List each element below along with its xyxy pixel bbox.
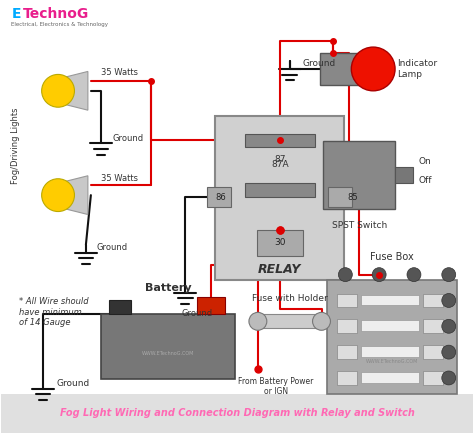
Bar [245,183,315,197]
Bar [423,319,443,333]
Bar [337,371,357,385]
Text: Fog Light Wiring and Connection Diagram with Relay and Switch: Fog Light Wiring and Connection Diagram … [60,408,414,418]
Text: SPST Switch: SPST Switch [332,221,387,230]
Polygon shape [52,72,88,110]
Text: Fuse with Holder: Fuse with Holder [252,294,328,303]
Text: Indicator
Lamp: Indicator Lamp [397,59,437,79]
Circle shape [42,179,74,211]
Circle shape [249,312,267,330]
Bar [319,53,359,85]
Text: Ground: Ground [113,134,144,143]
Bar [423,345,443,359]
Bar [361,295,419,306]
Circle shape [442,319,456,333]
Circle shape [442,345,456,359]
Bar [1,394,473,433]
Text: Fuse Box: Fuse Box [370,252,414,262]
Text: On: On [419,157,432,166]
Text: 87A: 87A [271,160,289,169]
Bar [258,314,321,328]
Bar [328,279,457,394]
Text: RELAY: RELAY [258,263,301,276]
Bar [197,297,225,314]
Text: 35 Watts: 35 Watts [101,69,138,77]
Text: E: E [11,7,21,21]
Text: From Battery Power
or IGN: From Battery Power or IGN [238,377,313,396]
Text: Ground: Ground [302,59,336,69]
Circle shape [442,371,456,385]
Circle shape [338,268,352,282]
Bar [423,293,443,307]
Text: 86: 86 [216,193,227,202]
Bar [337,345,357,359]
Bar [323,141,395,209]
Text: * All Wire should
have minimum
of 14 Gauge: * All Wire should have minimum of 14 Gau… [19,297,89,327]
Circle shape [442,268,456,282]
Polygon shape [52,176,88,214]
Bar [207,187,231,207]
Bar [101,314,235,379]
Circle shape [312,312,330,330]
Text: 87: 87 [274,155,285,164]
Bar [423,371,443,385]
Circle shape [407,268,421,282]
Text: Electrical, Electronics & Technology: Electrical, Electronics & Technology [11,22,109,27]
Text: Battery: Battery [145,283,191,293]
Text: WWW.ETechnoG.COM: WWW.ETechnoG.COM [366,359,418,365]
Text: Fog/Driving Lights: Fog/Driving Lights [11,107,20,184]
Bar [257,230,302,256]
Circle shape [42,74,74,107]
Text: Off: Off [419,176,432,185]
Bar [361,320,419,331]
Circle shape [442,293,456,307]
Text: 85: 85 [347,193,357,202]
Circle shape [351,47,395,91]
Bar [109,300,131,314]
Text: Ground: Ground [97,243,128,252]
Text: 35 Watts: 35 Watts [101,174,138,183]
Bar [361,372,419,383]
Bar [215,115,345,279]
Text: 30: 30 [274,238,285,247]
Bar [328,187,352,207]
Text: TechnoG: TechnoG [23,7,90,21]
Text: Ground: Ground [182,309,213,319]
Text: WWW.ETechnoG.COM: WWW.ETechnoG.COM [142,351,194,355]
Text: Ground: Ground [56,379,89,388]
Bar [361,346,419,357]
Bar [395,168,413,183]
Bar [337,293,357,307]
Bar [337,319,357,333]
Circle shape [372,268,386,282]
Bar [245,134,315,148]
